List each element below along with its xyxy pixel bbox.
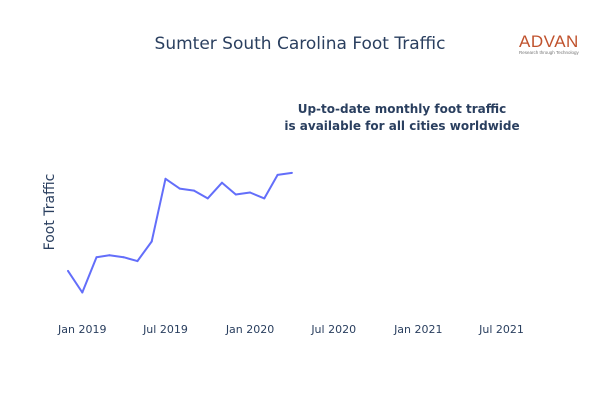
data-point <box>234 193 237 196</box>
annotation-line-1: Up-to-date monthly foot traffic <box>297 102 507 116</box>
series-layer <box>67 171 293 294</box>
data-point <box>178 187 181 190</box>
data-point <box>150 240 153 243</box>
advan-logo: ADVAN Research through Technology <box>519 33 589 59</box>
data-point <box>263 197 266 200</box>
data-point <box>136 260 139 263</box>
logo-tagline: Research through Technology <box>519 50 579 55</box>
series-line <box>67 171 293 294</box>
data-point <box>193 189 195 192</box>
data-point <box>67 269 69 272</box>
data-point <box>290 171 293 174</box>
x-tick-label: Jul 2019 <box>142 323 188 336</box>
data-point <box>122 256 125 259</box>
x-tick-label: Jan 2019 <box>57 323 106 336</box>
x-tick-label: Jul 2021 <box>478 323 524 336</box>
data-point <box>249 191 251 194</box>
x-tick-label: Jul 2020 <box>310 323 356 336</box>
data-point <box>276 173 279 176</box>
data-point <box>81 291 84 294</box>
logo-name: ADVAN <box>519 32 579 51</box>
chart-title: Sumter South Carolina Foot Traffic <box>154 34 446 54</box>
data-point <box>221 181 223 184</box>
x-axis-ticks: Jan 2019 Jul 2019 Jan 2020 Jul 2020 Jan 2021… <box>57 323 524 336</box>
promo-annotation: Up-to-date monthly foot traffic is avail… <box>262 101 542 135</box>
annotation-line-2: is available for all cities worldwide <box>284 119 520 133</box>
data-point <box>108 254 111 257</box>
data-point <box>206 197 209 200</box>
data-point <box>164 177 167 180</box>
x-tick-label: Jan 2020 <box>225 323 274 336</box>
x-tick-label: Jan 2021 <box>393 323 442 336</box>
data-point <box>95 256 98 259</box>
